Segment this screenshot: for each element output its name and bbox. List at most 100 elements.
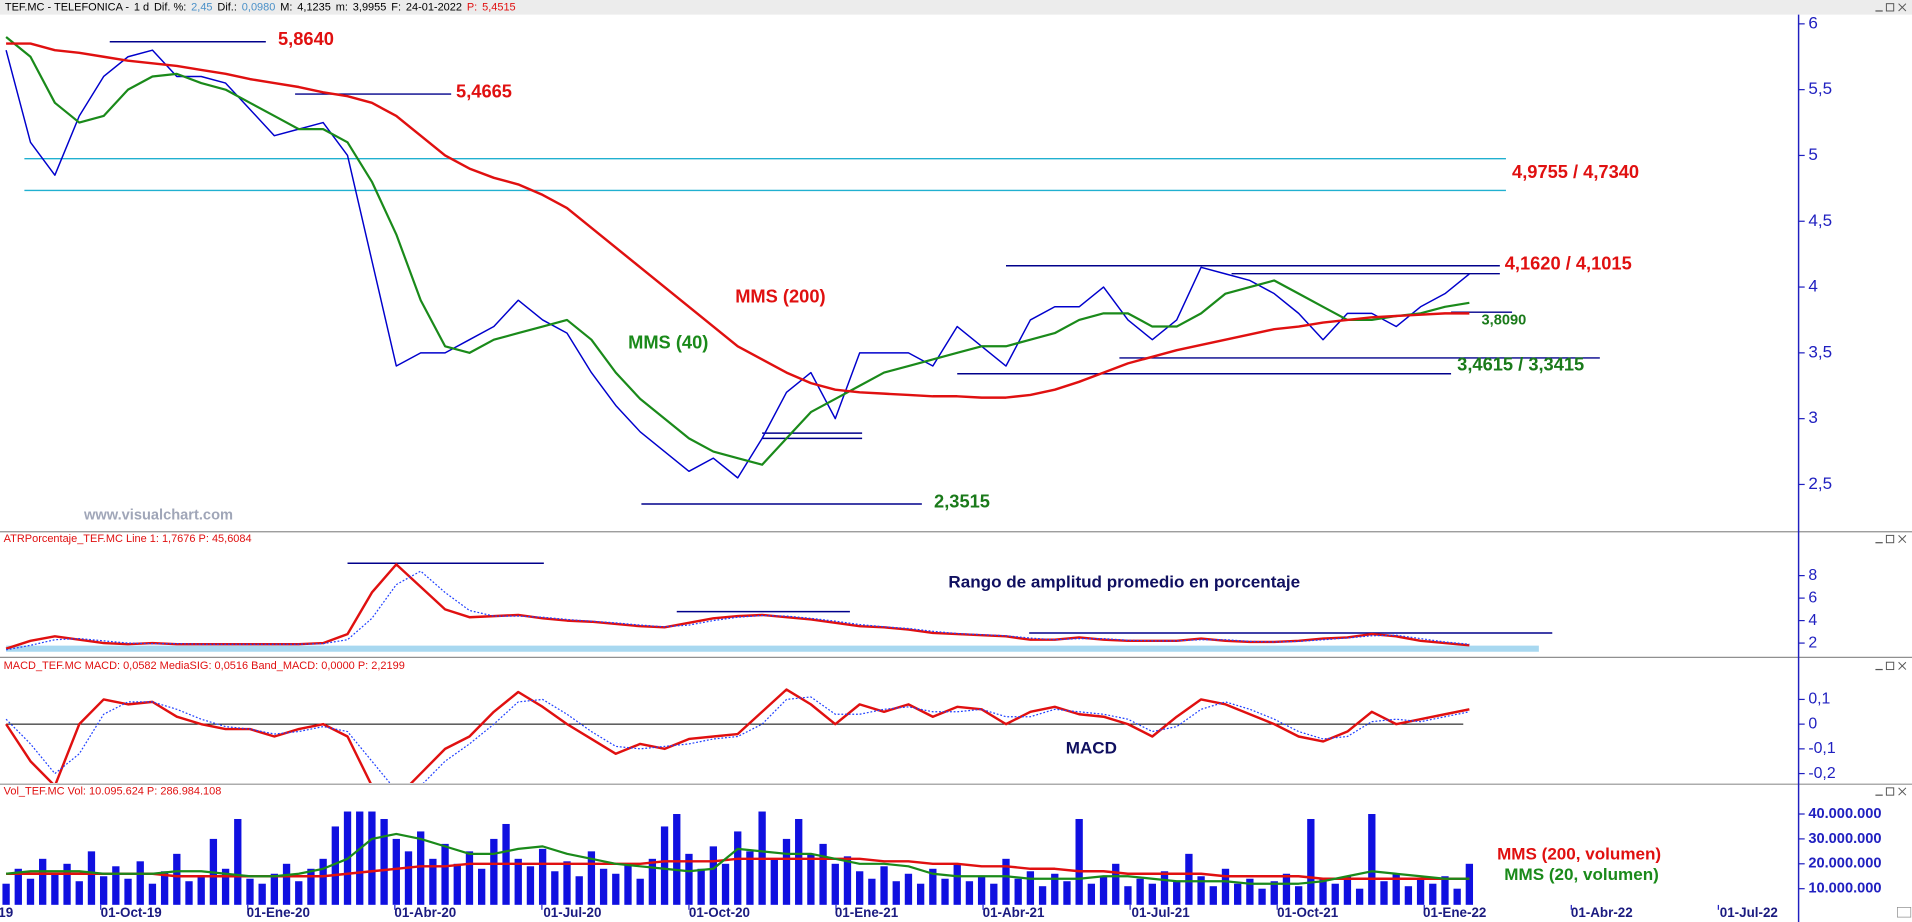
level-label: 4,1620 / 4,1015 <box>1505 252 1632 273</box>
window-button <box>1885 787 1895 796</box>
x-tick-label: 01-Oct-20 <box>689 905 750 920</box>
volume-bar <box>112 866 120 905</box>
volume-bar <box>929 868 937 905</box>
volume-bar <box>1319 878 1327 905</box>
series-line <box>5 832 1470 885</box>
volume-bar <box>819 843 827 905</box>
volume-bar <box>673 814 681 905</box>
volume-bar <box>1343 876 1352 905</box>
volume-bar <box>1282 873 1291 905</box>
x-tick-label: 01-Abr-21 <box>983 905 1045 920</box>
y-tick-label: 8 <box>1808 567 1817 584</box>
x-tick-label: 01-Jul-22 <box>1720 905 1778 920</box>
volume-bar <box>14 868 22 905</box>
header-field: 2,45 <box>191 1 212 13</box>
y-tick-label: -0,2 <box>1808 765 1835 782</box>
volume-bar <box>892 881 900 905</box>
y-tick-label: 20.000.000 <box>1808 856 1881 872</box>
volume-bar <box>441 843 449 905</box>
volume-bar <box>526 866 535 905</box>
volume-bar <box>856 871 864 905</box>
y-tick-label: 4 <box>1808 277 1817 296</box>
y-tick-label: 30.000.000 <box>1808 831 1881 847</box>
volume-bar <box>746 851 754 905</box>
volume-bar <box>331 826 339 905</box>
volume-bar <box>148 883 157 905</box>
volume-bar <box>478 868 486 905</box>
x-tick-label: 01-Ene-22 <box>1423 905 1486 920</box>
volume-bar <box>904 873 913 905</box>
volume-bar <box>1209 886 1217 905</box>
volume-bar <box>1185 853 1193 905</box>
volume-bar <box>538 848 547 905</box>
volume-bar <box>831 863 839 905</box>
volume-bar <box>1331 883 1339 905</box>
volume-bar <box>965 881 974 905</box>
annotation: MMS (200, volumen) <box>1497 844 1661 863</box>
volume-bar <box>1124 886 1132 905</box>
volume-bar <box>1026 871 1035 905</box>
volume-bar <box>453 863 461 905</box>
window-button <box>1885 661 1895 671</box>
volume-bar <box>734 831 742 905</box>
level-label: 4,9755 / 4,7340 <box>1512 161 1639 182</box>
volume-bar <box>599 868 608 905</box>
volume-bar <box>1087 883 1096 905</box>
header-field: 1 d <box>134 1 149 13</box>
volume-bar <box>1380 881 1388 905</box>
volume-bar <box>26 878 35 905</box>
window-button <box>1898 787 1907 796</box>
plot-area <box>5 36 1600 505</box>
x-tick-label: 01-Oct-19 <box>101 905 162 920</box>
annotation: MACD <box>1066 738 1117 757</box>
volume-bar <box>1075 818 1083 905</box>
volume-bar <box>1368 814 1376 905</box>
annotation: MMS (200) <box>735 285 825 306</box>
volume-bar <box>136 861 144 905</box>
volume-bar <box>1112 863 1120 905</box>
volume-bar <box>1404 886 1413 905</box>
x-tick-label: 01-Ene-21 <box>835 905 899 920</box>
x-tick-label: 01-Abr-20 <box>394 905 456 920</box>
volume-bar <box>87 851 96 905</box>
annotation: www.visualchart.com <box>83 508 233 524</box>
series-line <box>5 696 1470 783</box>
header-field: 3,9955 <box>353 1 387 13</box>
y-tick-label: 2 <box>1808 634 1817 651</box>
annotation: MMS (40) <box>628 332 708 353</box>
volume-bar <box>624 863 632 905</box>
window-button <box>1885 3 1895 12</box>
annotation: MMS (20, volumen) <box>1504 865 1659 884</box>
header-field: TEF.MC - TELEFONICA - <box>5 1 129 13</box>
y-tick-label: 5 <box>1808 145 1817 164</box>
header-field: 0,0980 <box>242 1 276 13</box>
panel-header: TEF.MC - TELEFONICA - 1 d Dif. %: 2,45 Dif.:… <box>5 1 516 13</box>
header-field: 24-01-2022 <box>406 1 462 13</box>
y-tick-label: 6 <box>1808 13 1817 32</box>
volume-bar <box>1014 878 1022 905</box>
volume-bar <box>1002 858 1010 905</box>
x-tick-label: 01-Ene-20 <box>247 905 310 920</box>
volume-bar <box>1246 878 1254 905</box>
window-button <box>1885 534 1895 544</box>
series-line <box>5 570 1470 651</box>
series-line <box>6 42 1470 399</box>
volume-bar <box>1294 886 1303 905</box>
volume-bar <box>392 838 400 905</box>
header-field: 4,1235 <box>297 1 331 13</box>
volume-bar <box>685 853 693 905</box>
volume-bar <box>1392 873 1400 905</box>
volume-bar <box>1453 888 1461 905</box>
volume-bar <box>697 868 705 905</box>
header-field: Dif. %: <box>154 1 186 13</box>
volume-bar <box>782 838 791 905</box>
y-tick-label: 4 <box>1808 612 1817 629</box>
plot-area <box>5 562 1553 652</box>
y-tick-label: 3,5 <box>1808 342 1832 361</box>
volume-bar <box>1234 883 1242 905</box>
volume-bar <box>990 883 998 905</box>
header-field: F: <box>391 1 401 13</box>
header-field: 5,4515 <box>482 1 516 13</box>
